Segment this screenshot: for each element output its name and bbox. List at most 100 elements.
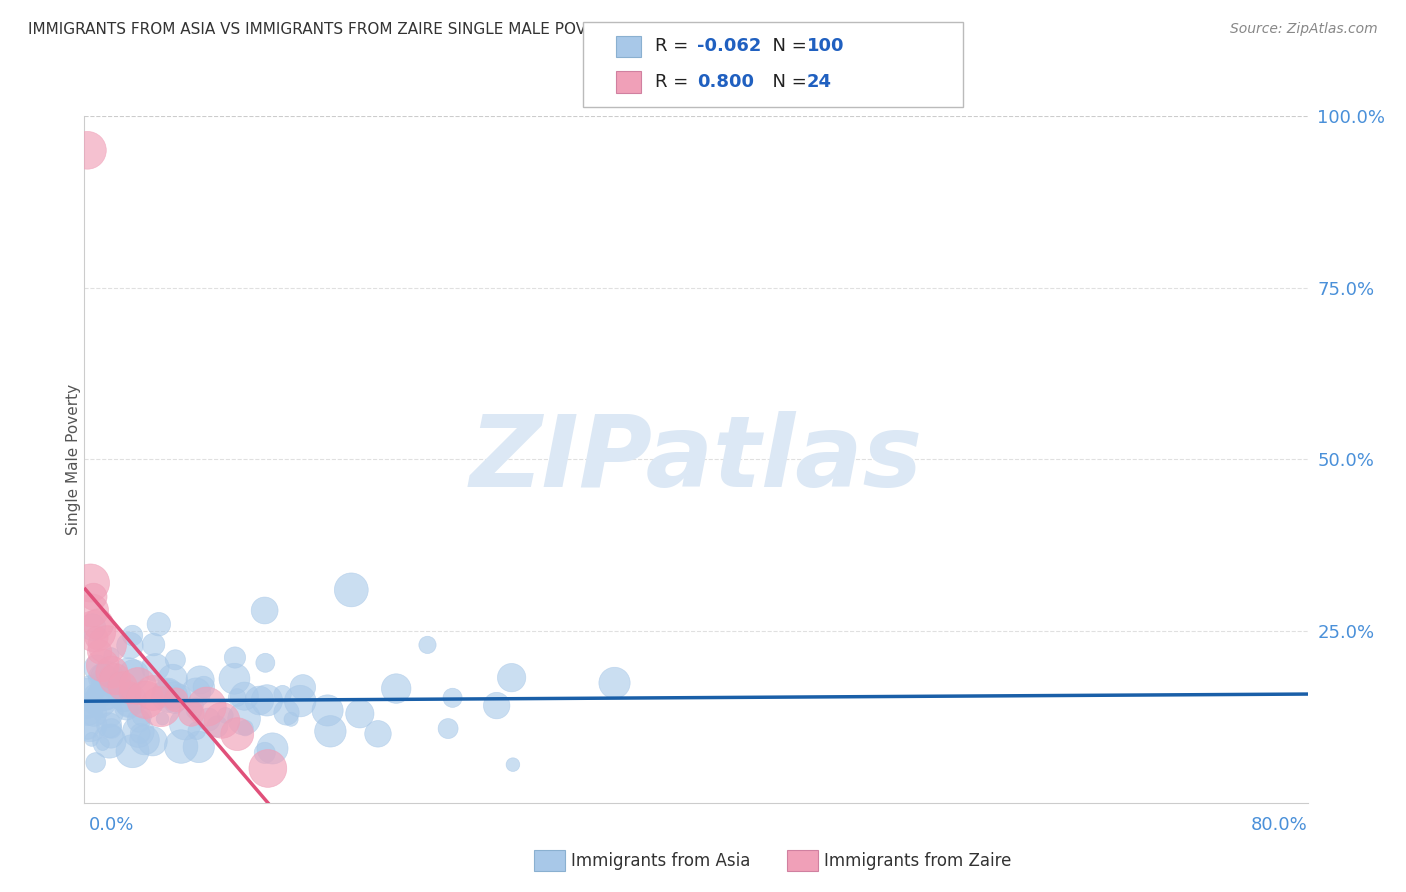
Point: [98, 734, 121, 748]
Point: [211, 714, 233, 728]
Point: [257, 761, 280, 775]
Point: [193, 680, 215, 694]
Point: [385, 681, 408, 696]
Point: [122, 668, 145, 682]
Point: [603, 676, 626, 690]
Point: [149, 699, 172, 714]
Point: [291, 681, 314, 695]
Point: [280, 712, 302, 726]
Point: [253, 746, 276, 760]
Point: [86, 631, 108, 645]
Text: Immigrants from Zaire: Immigrants from Zaire: [824, 852, 1011, 870]
Point: [96, 671, 118, 685]
Point: [127, 679, 149, 693]
Point: [184, 685, 207, 699]
Point: [84, 756, 107, 770]
Point: [226, 727, 249, 741]
Point: [83, 590, 105, 604]
Point: [142, 638, 165, 652]
Point: [502, 757, 524, 772]
Point: [77, 683, 100, 698]
Point: [89, 645, 111, 659]
Point: [87, 697, 110, 711]
Text: IMMIGRANTS FROM ASIA VS IMMIGRANTS FROM ZAIRE SINGLE MALE POVERTY CORRELATION CH: IMMIGRANTS FROM ASIA VS IMMIGRANTS FROM …: [28, 22, 794, 37]
Point: [84, 624, 107, 639]
Point: [79, 576, 101, 591]
Text: N =: N =: [761, 37, 813, 55]
Point: [276, 706, 298, 720]
Point: [233, 689, 256, 703]
Text: -0.062: -0.062: [697, 37, 762, 55]
Y-axis label: Single Male Poverty: Single Male Poverty: [66, 384, 80, 535]
Point: [101, 665, 124, 680]
Point: [501, 671, 523, 685]
Point: [316, 703, 339, 717]
Point: [156, 686, 179, 700]
Point: [89, 672, 111, 686]
Point: [180, 706, 202, 721]
Point: [174, 717, 197, 731]
Point: [271, 687, 294, 701]
Point: [162, 672, 184, 686]
Point: [118, 698, 141, 712]
Text: Immigrants from Asia: Immigrants from Asia: [571, 852, 751, 870]
Point: [186, 723, 208, 738]
Point: [83, 687, 105, 701]
Text: N =: N =: [761, 73, 813, 91]
Point: [98, 718, 121, 732]
Point: [163, 696, 186, 710]
Text: 80.0%: 80.0%: [1251, 816, 1308, 834]
Point: [226, 690, 249, 705]
Point: [103, 678, 125, 692]
Point: [118, 693, 141, 707]
Point: [197, 713, 219, 727]
Point: [142, 734, 165, 748]
Point: [104, 672, 127, 686]
Point: [82, 620, 104, 634]
Point: [76, 143, 98, 157]
Point: [165, 653, 187, 667]
Point: [148, 617, 170, 632]
Point: [169, 688, 191, 702]
Point: [115, 701, 138, 715]
Point: [120, 686, 142, 700]
Point: [290, 694, 312, 708]
Point: [253, 603, 276, 617]
Point: [86, 661, 108, 675]
Point: [183, 704, 205, 718]
Point: [79, 681, 101, 696]
Point: [441, 690, 464, 705]
Point: [319, 724, 342, 739]
Point: [114, 689, 136, 703]
Point: [91, 658, 114, 673]
Point: [128, 714, 150, 728]
Point: [187, 739, 209, 754]
Point: [94, 687, 117, 701]
Point: [100, 648, 122, 663]
Point: [224, 650, 246, 665]
Point: [165, 692, 187, 706]
Point: [135, 692, 157, 706]
Point: [485, 698, 508, 713]
Point: [79, 718, 101, 732]
Point: [188, 673, 211, 687]
Point: [76, 720, 98, 734]
Point: [89, 694, 111, 708]
Text: R =: R =: [655, 37, 695, 55]
Point: [80, 732, 103, 747]
Point: [416, 638, 439, 652]
Point: [112, 683, 135, 698]
Point: [156, 689, 179, 703]
Point: [110, 686, 132, 700]
Point: [115, 687, 138, 701]
Point: [76, 702, 98, 716]
Point: [233, 712, 256, 726]
Text: R =: R =: [655, 73, 695, 91]
Point: [235, 721, 257, 735]
Point: [91, 737, 114, 751]
Text: 24: 24: [807, 73, 832, 91]
Point: [121, 628, 143, 642]
Point: [94, 688, 117, 702]
Point: [367, 727, 389, 741]
Point: [118, 666, 141, 681]
